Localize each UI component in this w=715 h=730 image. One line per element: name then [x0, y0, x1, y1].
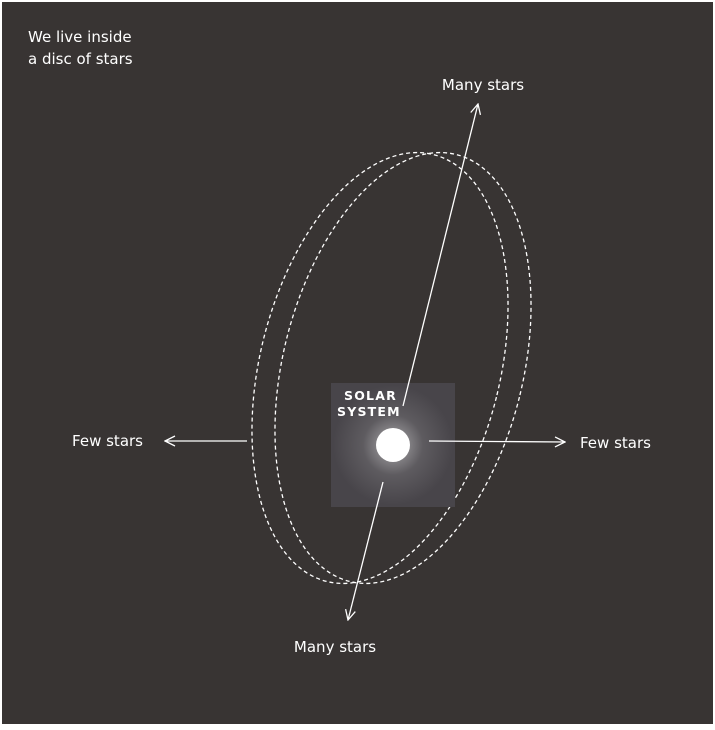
- label-bottom: Many stars: [294, 638, 376, 656]
- arrow-up: [402, 104, 478, 407]
- label-right: Few stars: [580, 434, 651, 452]
- title-line-2: a disc of stars: [28, 50, 133, 68]
- disc-outline-front: [274, 151, 532, 585]
- disc-outline-back: [251, 151, 509, 585]
- label-left: Few stars: [72, 432, 143, 450]
- solar-label-2: SYSTEM: [337, 404, 401, 419]
- solar-label-1: SOLAR: [344, 388, 397, 403]
- sun: [376, 428, 410, 462]
- arrow-right: [428, 441, 565, 442]
- label-top: Many stars: [442, 76, 524, 94]
- arrow-down: [348, 481, 384, 620]
- title-line-1: We live inside: [28, 28, 132, 46]
